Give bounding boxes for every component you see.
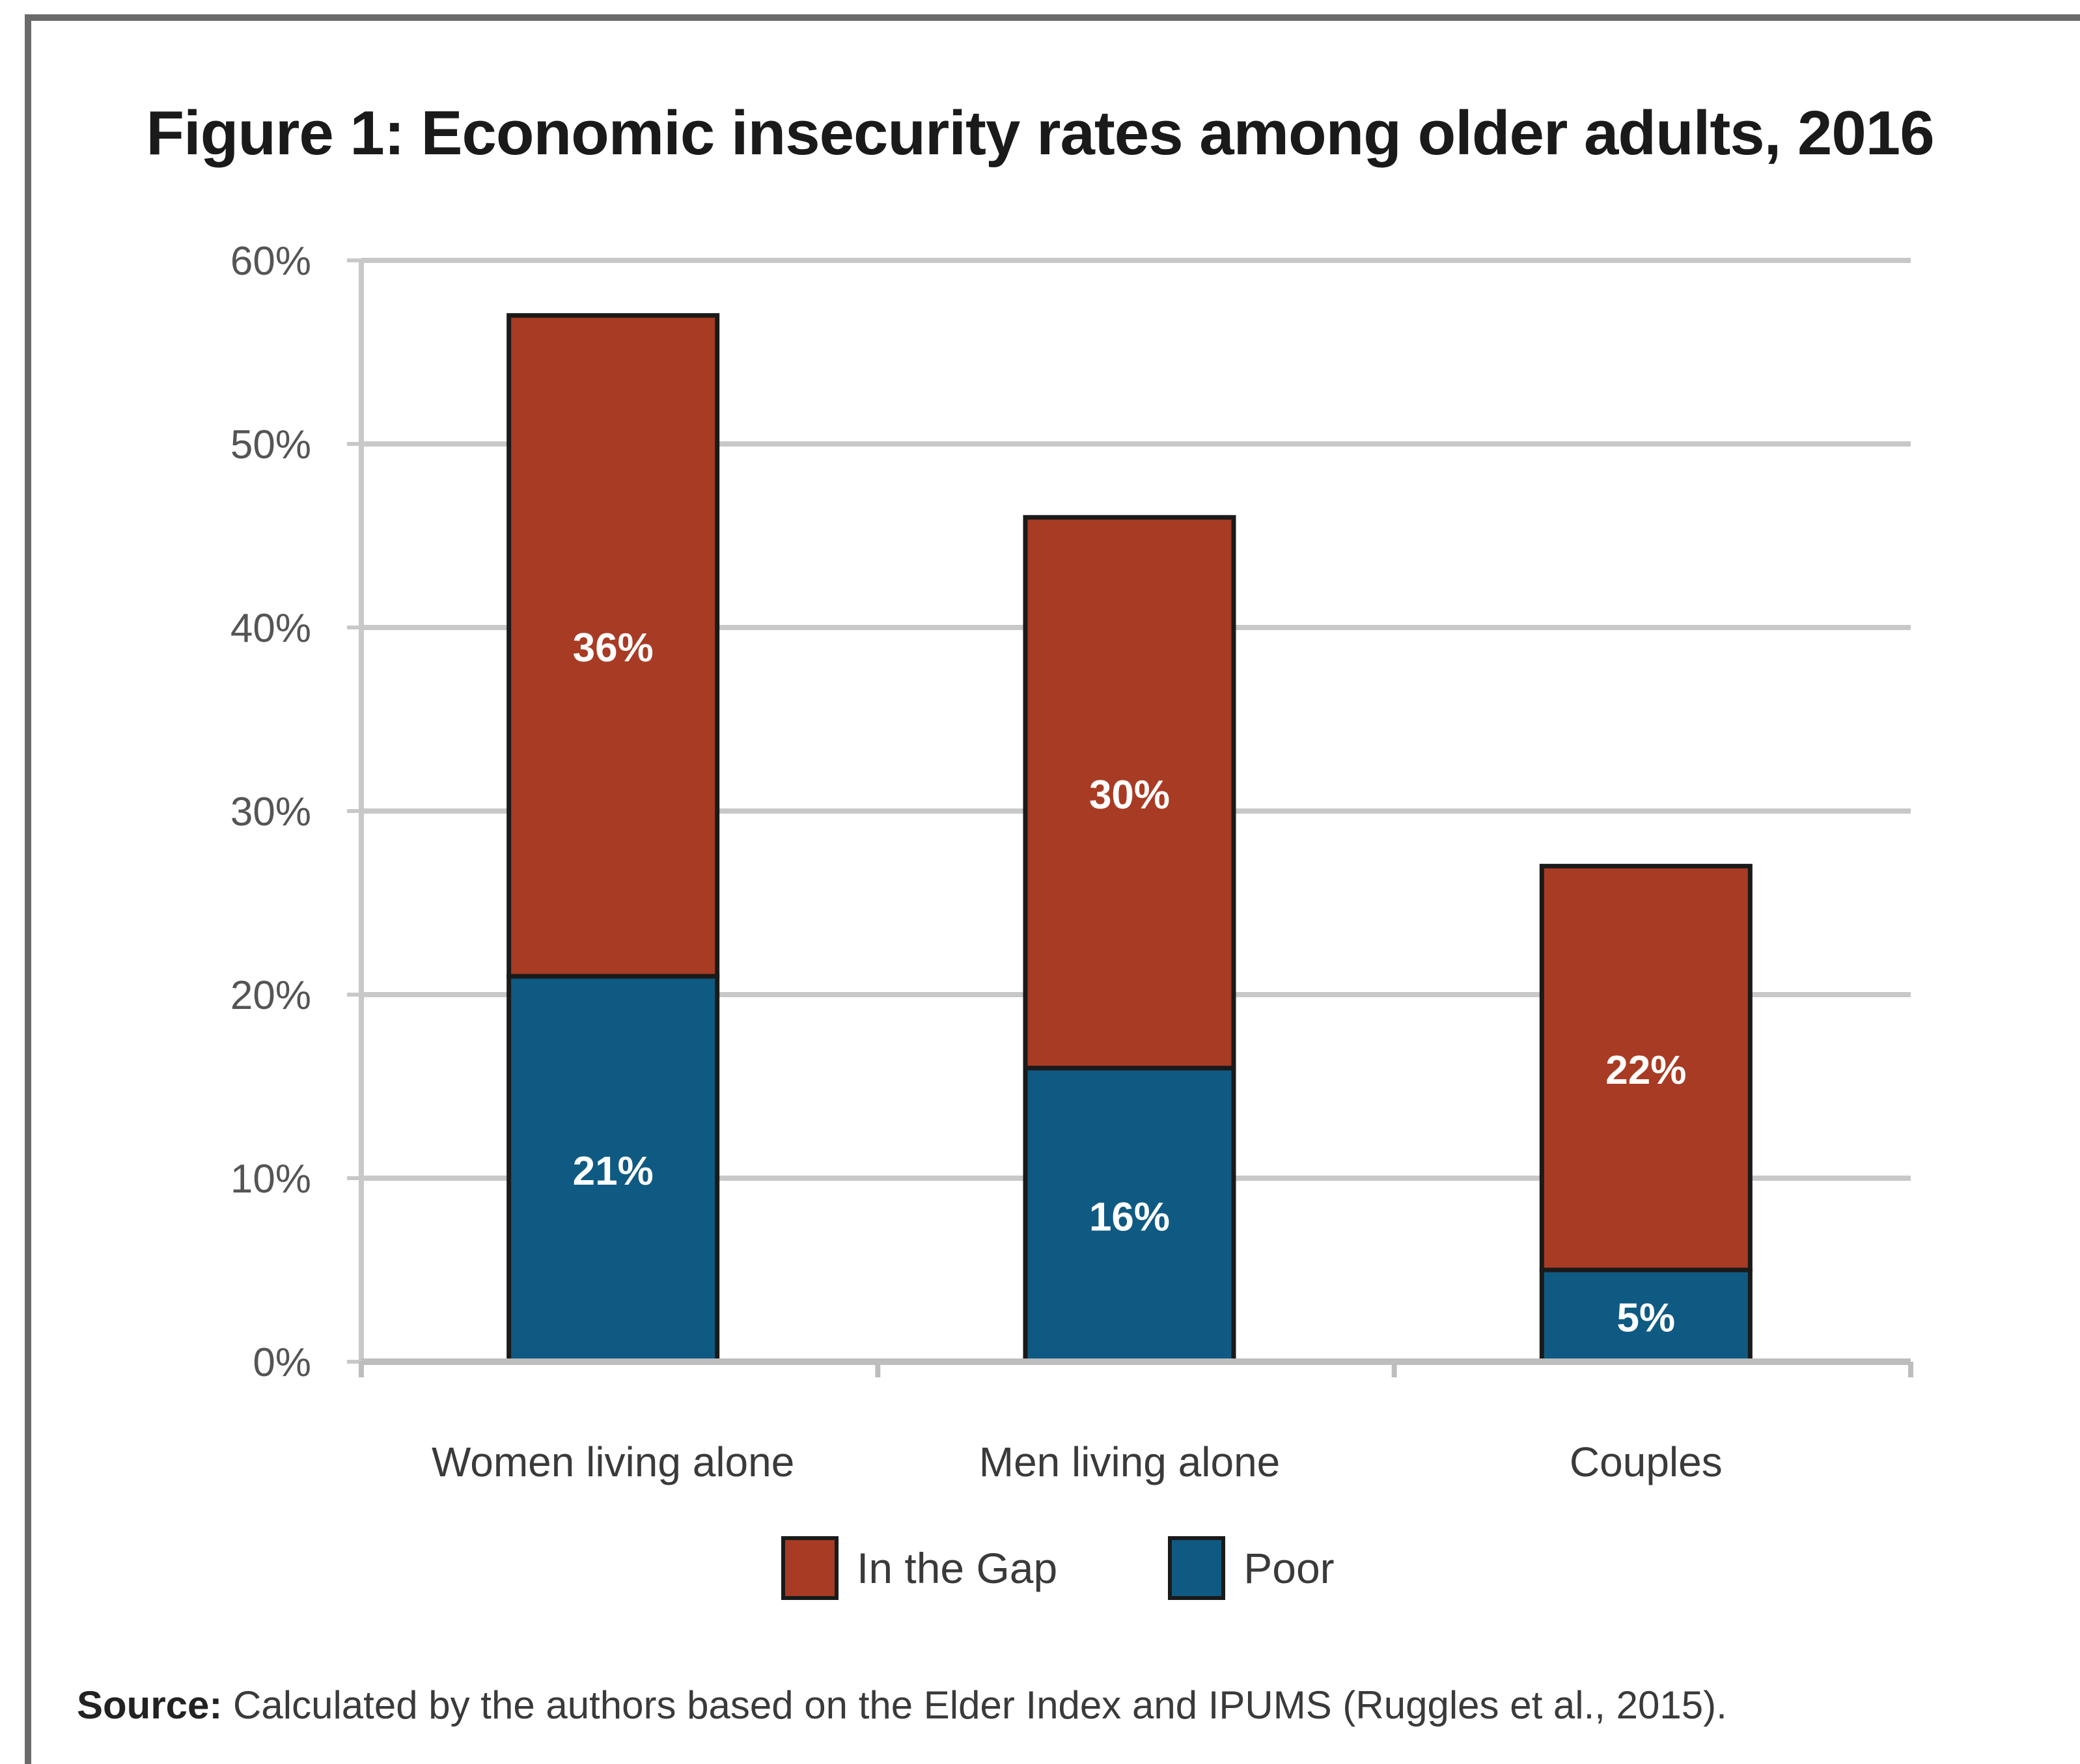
bar-segment-gap: [1539, 864, 1753, 1273]
legend-item-gap: In the Gap: [781, 1536, 1057, 1600]
source-note: Source: Calculated by the authors based …: [77, 1683, 1727, 1728]
legend-swatch-poor: [1168, 1536, 1226, 1600]
legend-label-poor: Poor: [1243, 1544, 1335, 1592]
bar-segment-poor: [506, 974, 720, 1364]
y-tick-label: 10%: [230, 1157, 311, 1202]
x-tick-label: Men living alone: [979, 1439, 1281, 1485]
y-tick-label: 30%: [230, 790, 311, 834]
bars: 21% 36% 16% 30% 5% 22%: [506, 313, 1753, 1364]
data-label-poor: 16%: [1089, 1194, 1170, 1239]
source-label: Source:: [77, 1683, 223, 1727]
data-label-gap: 30%: [1089, 773, 1170, 818]
figure-frame: [25, 14, 2080, 1764]
x-axis-labels: Women living alone Men living alone Couple…: [432, 1439, 1723, 1485]
bar-segment-gap: [506, 313, 720, 979]
data-label-poor: 21%: [573, 1149, 654, 1194]
chart-title: Figure 1: Economic insecurity rates amon…: [146, 98, 1934, 168]
y-tick-label: 40%: [230, 606, 311, 651]
bar-segment-poor: [1023, 1066, 1236, 1364]
x-axis: [359, 260, 1913, 1377]
bar-segment-gap: [1023, 515, 1236, 1071]
x-tick-label: Women living alone: [432, 1439, 794, 1485]
data-label-gap: 36%: [573, 626, 654, 670]
x-tick-label: Couples: [1570, 1439, 1723, 1485]
y-tick-label: 50%: [230, 422, 311, 467]
legend-label-gap: In the Gap: [857, 1544, 1058, 1592]
data-label-gap: 22%: [1605, 1048, 1686, 1093]
y-axis-ticks: 0% 10% 20% 30% 40% 50% 60%: [230, 239, 311, 1385]
y-tick-label: 20%: [230, 973, 311, 1018]
source-text: Calculated by the authors based on the E…: [222, 1683, 1727, 1727]
data-label-poor: 5%: [1617, 1296, 1676, 1341]
legend-swatch-gap: [781, 1536, 839, 1600]
y-tick-label: 0%: [253, 1340, 311, 1385]
legend: In the Gap Poor: [781, 1536, 1445, 1600]
legend-item-poor: Poor: [1168, 1536, 1335, 1600]
y-tick-label: 60%: [230, 239, 311, 284]
